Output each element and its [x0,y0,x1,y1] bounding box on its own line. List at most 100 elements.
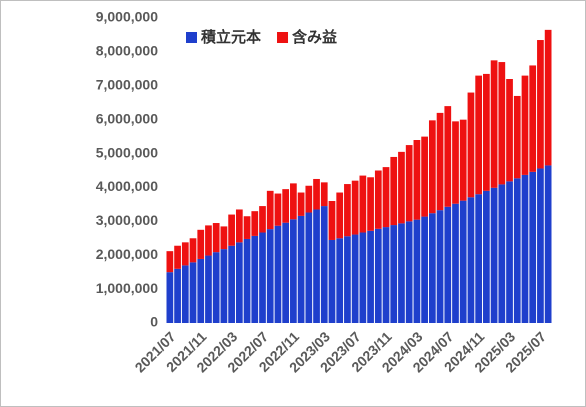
bar-segment [405,145,413,222]
bar-segment [259,206,266,233]
bar-segment [452,121,459,204]
bar-segment [498,184,506,323]
bar-segment [413,219,421,323]
bar-segment [305,185,313,213]
bar-segment [428,120,436,214]
bar-segment [398,223,405,323]
y-tick-label: 7,000,000 [96,76,158,92]
y-tick-label: 6,000,000 [96,110,158,126]
y-tick-label: 2,000,000 [96,246,158,262]
bar-segment [181,242,189,266]
bar-segment [336,192,344,239]
bar-segment [274,225,282,323]
y-tick-label: 5,000,000 [96,144,158,160]
bar-segment [297,215,305,323]
bar-segment [506,79,513,182]
legend-swatch [186,32,197,43]
bar-segment [228,214,235,246]
bar-segment [513,95,521,179]
bar-segment [475,75,483,195]
bar-segment [205,225,212,256]
bar-segment [313,209,320,323]
bar-segment [274,193,282,226]
bar-segment [359,175,367,233]
bar-segment [313,178,320,210]
bar-segment [197,258,205,323]
bar-segment [398,151,405,224]
bar-segment [413,140,421,220]
bar-segment [166,272,174,323]
bar-segment [320,206,328,323]
bar-segment [382,167,390,228]
y-tick-label: 0 [150,314,158,330]
y-tick-label: 8,000,000 [96,43,158,59]
bar-segment [374,228,382,323]
bar-segment [436,112,444,211]
bar-segment [197,229,205,259]
bar-segment [390,225,398,323]
bar-segment [243,216,251,239]
bar-segment [459,119,467,201]
bar-segment [344,236,351,323]
bar-segment [181,265,189,323]
bar-segment [243,238,251,323]
bar-segment [220,226,228,250]
bar-segment [282,222,290,323]
bar-segment [328,239,336,323]
bar-segment [174,268,181,323]
bar-segment [544,165,552,323]
bar-segment [382,227,390,323]
bar-segment [235,242,243,323]
bar-segment [367,230,374,323]
bar-segment [513,178,521,323]
bar-segment [212,223,220,253]
bar-segment [351,234,359,323]
bar-segment [475,194,483,323]
bar-segment [506,181,513,323]
bar-segment [220,249,228,323]
bar-segment [336,238,344,323]
bar-segment [444,206,452,323]
legend-label: 積立元本 [200,28,261,46]
bar-segment [359,232,367,323]
bar-segment [490,60,498,188]
bar-segment [266,190,274,230]
bar-segment [266,229,274,323]
bar-segment [483,190,490,323]
bar-segment [459,200,467,323]
bar-segment [320,182,328,207]
bar-segment [428,213,436,323]
bar-segment [537,40,544,169]
bar-segment [544,29,552,166]
bar-segment [212,252,220,323]
bar-segment [483,73,490,191]
bar-segment [467,197,475,323]
y-tick-label: 4,000,000 [96,178,158,194]
bar-segment [189,238,197,263]
bar-segment [444,106,452,207]
bar-segment [436,210,444,323]
bar-segment [297,192,305,216]
bar-segment [290,219,297,323]
bar-segment [421,216,428,323]
bar-segment [174,245,181,269]
bar-segment [351,180,359,235]
y-tick-label: 1,000,000 [96,280,158,296]
bar-segment [290,183,297,220]
bar-segment [344,184,351,237]
bar-segment [259,232,266,323]
bar-segment [467,92,475,198]
bar-segment [251,211,259,236]
bar-segment [390,156,398,226]
bar-segment [305,212,313,323]
bar-segment [521,174,529,323]
legend-label: 含み益 [292,28,337,46]
bar-segment [228,245,235,323]
bar-segment [251,235,259,323]
bar-segment [537,168,544,323]
bar-segment [374,170,382,229]
bar-segment [421,136,428,217]
bar-segment [235,209,243,243]
bar-segment [367,177,374,231]
